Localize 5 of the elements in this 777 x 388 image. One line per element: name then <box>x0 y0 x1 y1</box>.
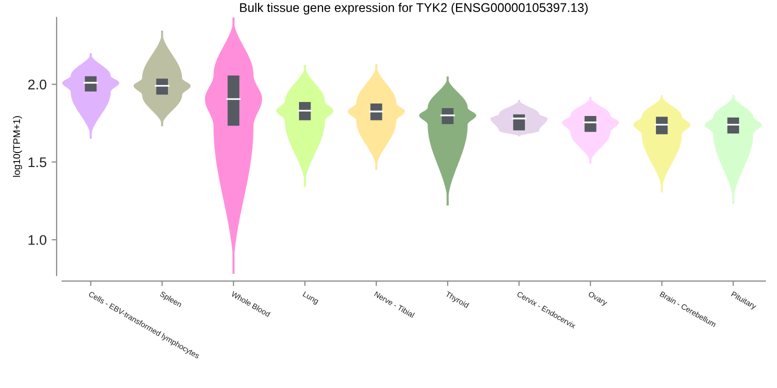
y-tick-label: 1.0 <box>28 235 46 245</box>
y-axis-title: log10(TPM+1) <box>12 116 22 177</box>
y-tick-label: 1.5 <box>28 157 46 168</box>
y-tick-label: 2.0 <box>28 80 46 90</box>
chart-title: Bulk tissue gene expression for TYK2 (ENSG00000105397.13) <box>240 2 588 14</box>
